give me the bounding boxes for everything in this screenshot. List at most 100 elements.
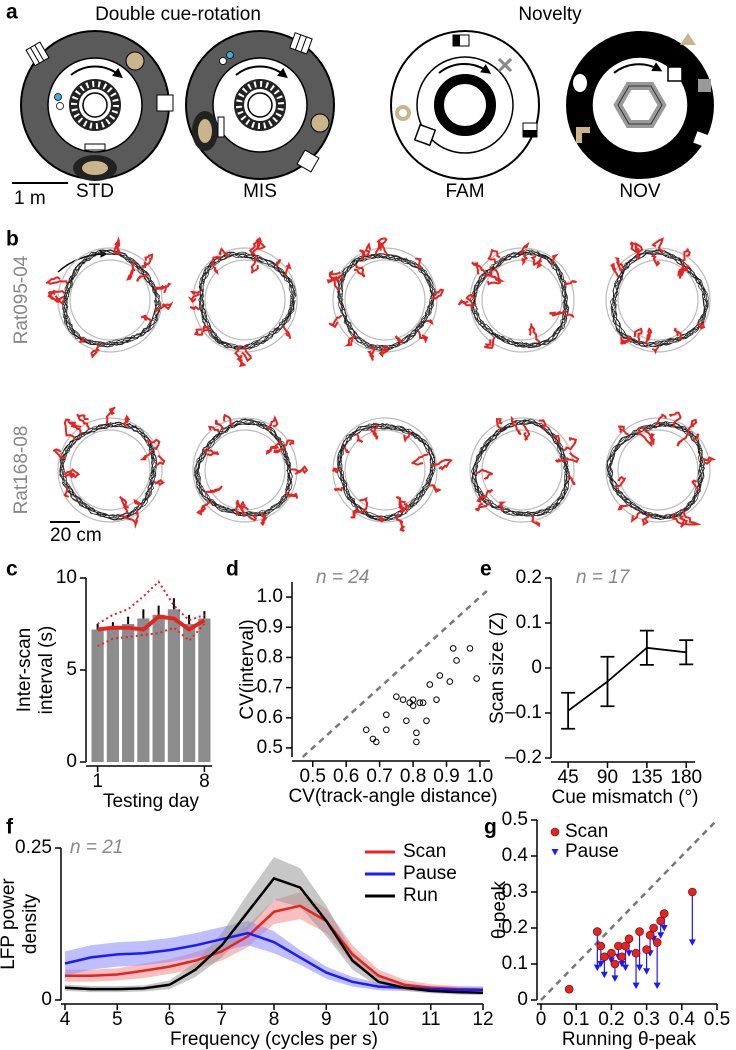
scan-trajectory — [510, 415, 516, 426]
marker-triangle — [643, 968, 651, 975]
point — [433, 696, 440, 703]
marker-triangle — [618, 961, 626, 968]
panel-label: b — [6, 228, 19, 251]
scan-trajectory — [668, 411, 682, 428]
trajectory — [198, 251, 297, 350]
scan-trajectory — [333, 486, 344, 492]
marker-circle — [607, 948, 616, 958]
scan-trajectory — [550, 253, 559, 266]
arena-std — [20, 30, 174, 181]
identity-line — [301, 587, 491, 758]
x-tick-label: 0.5 — [300, 766, 326, 787]
group-title: Double cue-rotation — [95, 4, 261, 25]
scan-trajectory — [637, 428, 655, 448]
marker-circle — [550, 827, 560, 837]
point — [406, 699, 414, 706]
marker-triangle — [632, 982, 640, 990]
point — [403, 717, 410, 725]
scan-trajectory — [139, 450, 153, 461]
scan-trajectory — [239, 501, 249, 517]
scan-trajectory — [634, 241, 644, 259]
scan-trajectory — [642, 327, 653, 345]
track-outline — [469, 417, 575, 523]
marker-triangle — [636, 964, 644, 972]
marker-circle — [649, 923, 658, 933]
bar — [106, 627, 119, 762]
legend-label: Pause — [403, 863, 457, 884]
scan-trajectory — [364, 241, 372, 258]
scan-trajectory — [411, 452, 429, 466]
scan-trajectory — [241, 345, 252, 363]
scan-trajectory — [189, 305, 201, 311]
x-axis-label: Frequency (cycles per s) — [170, 1029, 378, 1050]
arena-mis — [185, 30, 335, 180]
legend-label: Run — [403, 885, 438, 906]
track-outline — [605, 417, 711, 523]
scan-trajectory — [260, 511, 268, 527]
scan-trajectory — [140, 314, 152, 322]
point — [446, 678, 454, 685]
scan-trajectory — [403, 503, 410, 511]
track-outline — [344, 259, 426, 341]
y-tick-label: 0.5 — [257, 737, 283, 758]
y-tick-label: 0.1 — [516, 612, 542, 633]
scan-trajectory — [531, 514, 541, 528]
point — [449, 645, 457, 652]
scan-trajectory — [484, 488, 494, 498]
x-tick-label: 0.1 — [563, 1009, 589, 1030]
x-tick-label: 0.7 — [366, 766, 392, 787]
bound-line — [97, 623, 206, 648]
scan-trajectory — [475, 502, 491, 512]
scan-trajectory — [651, 346, 660, 355]
point — [393, 693, 400, 700]
legend-label: Pause — [565, 841, 619, 862]
point — [436, 672, 444, 679]
y-tick-label: –0.2 — [505, 747, 542, 768]
scan-trajectory — [394, 335, 404, 344]
point — [416, 699, 424, 706]
scan-trajectory — [530, 255, 543, 266]
x-tick-label: 4 — [60, 1009, 71, 1030]
track-outline — [69, 259, 151, 341]
scan-trajectory — [495, 418, 503, 430]
scan-trajectory — [398, 499, 406, 513]
scan-trajectory — [673, 327, 683, 340]
scan-trajectory — [475, 468, 494, 480]
scan-trajectory — [395, 513, 406, 533]
x-tick-label: 10 — [368, 1009, 389, 1030]
scan-trajectory — [457, 299, 477, 307]
trajectory — [193, 418, 293, 518]
marker-triangle — [653, 982, 661, 990]
bar — [183, 624, 196, 762]
marker-triangle — [657, 932, 665, 939]
scan-trajectory — [78, 336, 85, 344]
point — [453, 657, 460, 664]
marker-triangle — [625, 950, 633, 957]
scan-trajectory — [417, 330, 429, 344]
scan-trajectory — [355, 433, 364, 444]
x-tick-label: 90 — [597, 767, 618, 788]
scan-trajectory — [90, 344, 101, 359]
x-tick-label: 135 — [631, 767, 663, 788]
scan-trajectory — [465, 294, 477, 303]
scan-trajectory — [430, 458, 453, 471]
y-axis-label: Inter-scan — [14, 628, 35, 712]
panel-label: a — [6, 1, 18, 24]
track-outline — [617, 429, 699, 511]
scan-trajectory — [610, 262, 620, 278]
row-label: Rat168-08 — [11, 426, 32, 515]
x-axis-label: Testing day — [103, 791, 200, 812]
panel-label: g — [484, 816, 497, 839]
scan-trajectory — [283, 439, 295, 448]
scan-trajectory — [415, 257, 422, 269]
y-tick-label: 0.25 — [15, 837, 52, 858]
group-title: Novelty — [518, 4, 582, 25]
scan-trajectory — [428, 484, 442, 493]
scan-trajectory — [331, 467, 340, 474]
y-axis-label: θ-peak — [489, 880, 510, 939]
track-outline — [332, 247, 438, 353]
point — [399, 696, 407, 703]
bar — [167, 609, 180, 762]
x-tick-label: 6 — [164, 1009, 175, 1030]
scan-trajectory — [283, 261, 292, 277]
